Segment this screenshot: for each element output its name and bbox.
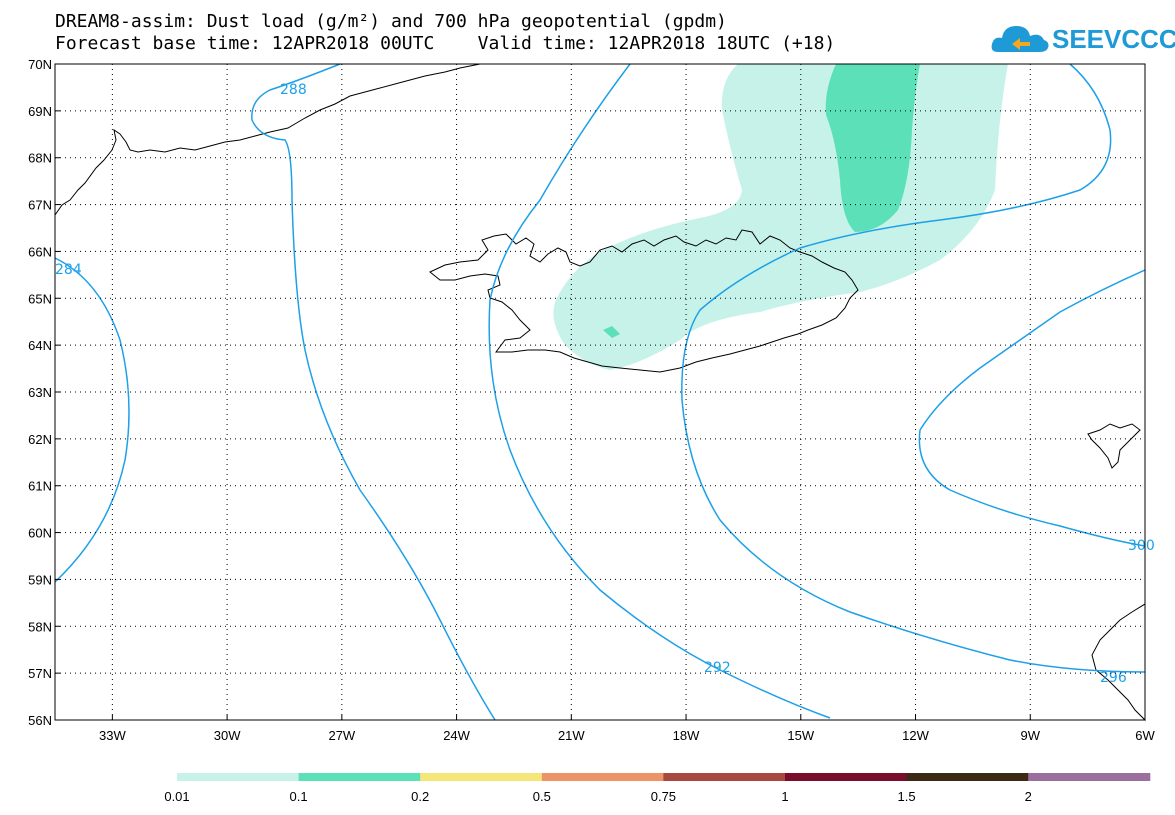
- dust-shading: [553, 64, 1008, 370]
- latitude-label: 57N: [28, 666, 52, 681]
- latitude-label: 56N: [28, 713, 52, 728]
- latitude-label: 60N: [28, 526, 52, 541]
- colorbar-label: 0.2: [411, 789, 429, 804]
- longitude-label: 21W: [558, 728, 585, 743]
- colorbar: 0.01 0.1 0.2 0.5 0.75 1 1.5 2: [164, 773, 1151, 804]
- longitude-label: 12W: [902, 728, 929, 743]
- latitude-label: 68N: [28, 151, 52, 166]
- longitude-label: 27W: [328, 728, 355, 743]
- contour-label-292: 292: [704, 660, 731, 676]
- latitude-label: 65N: [28, 291, 52, 306]
- scotland-coast: [1091, 603, 1146, 722]
- dust-area-light: [553, 64, 1008, 370]
- latitude-label: 62N: [28, 432, 52, 447]
- contour-line-292: [488, 63, 831, 719]
- logo-text: SEEVCCC: [1052, 24, 1175, 54]
- colorbar-label: 0.5: [533, 789, 551, 804]
- dust-area-medium: [825, 64, 920, 232]
- colorbar-swatch: [298, 773, 421, 781]
- colorbar-swatch: [1028, 773, 1151, 781]
- colorbar-swatch: [906, 773, 1029, 781]
- longitude-label: 30W: [214, 728, 241, 743]
- colorbar-label: 0.1: [290, 789, 308, 804]
- latitude-label: 69N: [28, 104, 52, 119]
- map-title: DREAM8-assim: Dust load (g/m²) and 700 h…: [55, 11, 727, 32]
- colorbar-label: 0.75: [651, 789, 676, 804]
- contour-label-296: 296: [1100, 670, 1127, 686]
- dust-area-medium-small: [603, 326, 620, 338]
- latitude-label: 66N: [28, 244, 52, 259]
- longitude-label: 15W: [787, 728, 814, 743]
- latitude-label: 67N: [28, 198, 52, 213]
- map-subtitle: Forecast base time: 12APR2018 00UTC Vali…: [55, 33, 836, 54]
- contour-label-284: 284: [55, 262, 82, 278]
- contour-line-284: [54, 257, 130, 583]
- map-gridlines: [55, 64, 1145, 720]
- latitude-label: 61N: [28, 479, 52, 494]
- colorbar-swatch: [541, 773, 664, 781]
- latitude-label: 70N: [28, 57, 52, 72]
- faroe-islands-coast: [1087, 423, 1141, 469]
- colorbar-label: 1: [781, 789, 788, 804]
- longitude-label: 9W: [1021, 728, 1041, 743]
- cloud-icon: [991, 26, 1049, 52]
- longitude-axis: 33W 30W 27W 24W 21W 18W 15W 12W 9W 6W: [99, 715, 1155, 743]
- colorbar-label: 2: [1025, 789, 1032, 804]
- geopotential-contours: 288 284 292 296 300: [54, 63, 1155, 721]
- iceland-coast: [429, 229, 859, 373]
- contour-label-300: 300: [1128, 538, 1155, 554]
- contour-line-300: [918, 269, 1146, 547]
- colorbar-swatch: [177, 773, 300, 781]
- colorbar-label: 1.5: [898, 789, 916, 804]
- colorbar-label: 0.01: [164, 789, 189, 804]
- contour-line-288: [251, 63, 496, 721]
- longitude-label: 24W: [443, 728, 470, 743]
- longitude-label: 33W: [99, 728, 126, 743]
- contour-label-288: 288: [280, 82, 307, 98]
- latitude-label: 59N: [28, 572, 52, 587]
- longitude-label: 6W: [1135, 728, 1155, 743]
- latitude-axis: 56N 57N 58N 59N 60N 61N 62N 63N 64N 65N 66N 67N 68N 6…: [28, 57, 60, 728]
- seevccc-logo: SEEVCCC: [990, 20, 1175, 58]
- greenland-coast: [54, 63, 510, 216]
- colorbar-swatch: [420, 773, 543, 781]
- latitude-label: 58N: [28, 619, 52, 634]
- latitude-label: 64N: [28, 338, 52, 353]
- colorbar-swatch: [785, 773, 908, 781]
- latitude-label: 63N: [28, 385, 52, 400]
- longitude-label: 18W: [673, 728, 700, 743]
- colorbar-swatch: [663, 773, 786, 781]
- contour-line-296: [681, 63, 1146, 673]
